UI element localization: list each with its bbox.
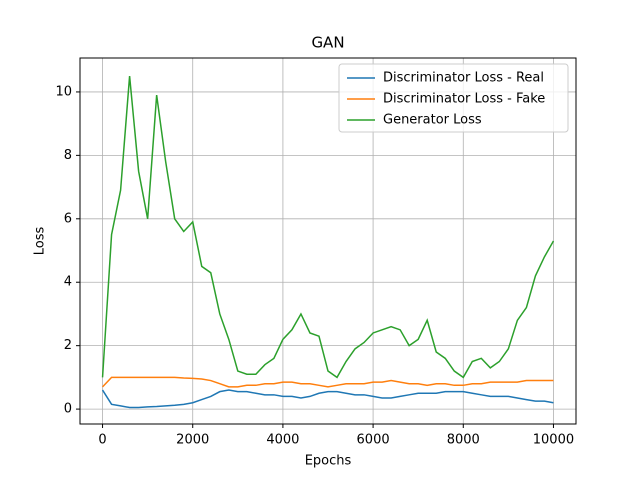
legend-label: Discriminator Loss - Real — [383, 71, 544, 86]
plot-frame — [79, 57, 577, 425]
y-tick-label: 10 — [55, 84, 72, 99]
legend-label: Discriminator Loss - Fake — [383, 92, 545, 107]
y-axis-label: Loss — [33, 227, 48, 256]
x-tick-label: 0 — [98, 433, 106, 448]
y-tick-label: 2 — [64, 338, 72, 353]
x-tick-label: 4000 — [266, 433, 299, 448]
chart-title: GAN — [311, 34, 344, 52]
legend-box — [338, 63, 569, 133]
legend-label: Generator Loss — [383, 113, 482, 128]
y-tick-label: 0 — [64, 402, 72, 417]
x-tick-label: 2000 — [176, 433, 209, 448]
x-tick-label: 10000 — [533, 433, 574, 448]
line-series — [101, 389, 554, 409]
y-tick-label: 6 — [64, 211, 72, 226]
x-axis-label: Epochs — [305, 454, 352, 469]
line-series — [102, 376, 554, 388]
y-tick-label: 4 — [64, 275, 72, 290]
x-tick-label: 6000 — [357, 433, 390, 448]
x-tick-label: 8000 — [447, 433, 480, 448]
y-tick-label: 8 — [64, 148, 72, 163]
line-series — [101, 76, 555, 379]
